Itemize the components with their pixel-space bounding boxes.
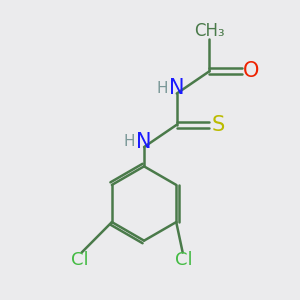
- Text: CH₃: CH₃: [194, 22, 225, 40]
- Text: H: H: [123, 134, 135, 149]
- Text: N: N: [136, 132, 152, 152]
- Text: Cl: Cl: [176, 251, 193, 269]
- Text: N: N: [169, 78, 184, 98]
- Text: O: O: [243, 61, 259, 81]
- Text: H: H: [156, 81, 168, 96]
- Text: Cl: Cl: [71, 251, 89, 269]
- Text: S: S: [212, 115, 225, 135]
